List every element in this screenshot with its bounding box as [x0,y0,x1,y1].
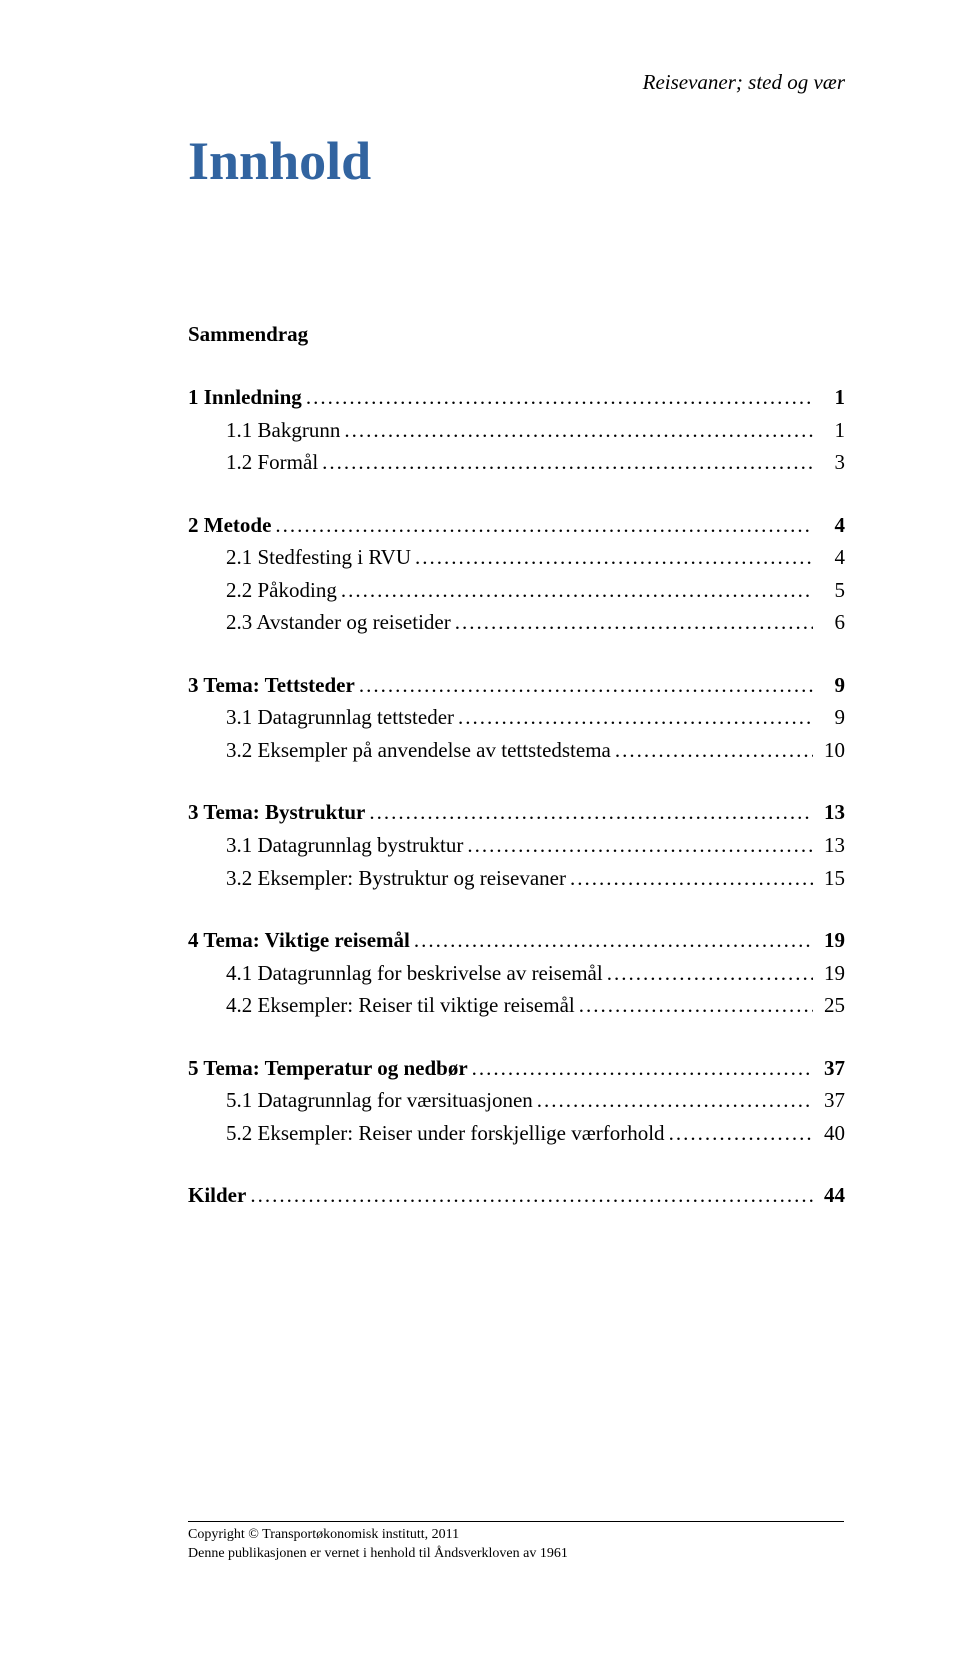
toc-entry-text: 1.1 Bakgrunn [226,414,340,447]
toc-leader-dots [359,669,813,702]
toc-entry-text: 2.2 Påkoding [226,574,337,607]
footer-line-1: Copyright © Transportøkonomisk institutt… [188,1526,844,1545]
toc-entry-page: 40 [817,1117,845,1150]
toc-entry: 5.1 Datagrunnlag for værsituasjonen 37 [188,1084,845,1117]
toc-leader-dots [414,924,813,957]
toc-leader-dots [322,446,813,479]
toc-entry-text: 5.2 Eksempler: Reiser under forskjellige… [226,1117,665,1150]
toc-group-gap [188,894,845,924]
toc-group-gap [188,1022,845,1052]
running-header: Reisevaner; sted og vær [643,70,845,95]
toc-entry-page: 13 [817,829,845,862]
toc-entry: 3.2 Eksempler på anvendelse av tettsteds… [188,734,845,767]
toc: Sammendrag 1 Innledning11.1 Bakgrunn11.2… [188,322,845,1212]
toc-leader-dots [615,734,813,767]
toc-entry-page: 4 [817,509,845,542]
toc-entry-text: 3 Tema: Bystruktur [188,796,365,829]
toc-leader-dots [344,414,813,447]
toc-entry-text: 4.1 Datagrunnlag for beskrivelse av reis… [226,957,603,990]
toc-leader-dots [250,1179,813,1212]
toc-entry-text: 3.2 Eksempler: Bystruktur og reisevaner [226,862,566,895]
toc-leader-dots [458,701,813,734]
toc-entry-text: 4 Tema: Viktige reisemål [188,924,410,957]
toc-section-label: Sammendrag [188,322,845,347]
toc-leader-dots [415,541,813,574]
toc-entry-text: 3.2 Eksempler på anvendelse av tettsteds… [226,734,611,767]
toc-entry-page: 9 [817,669,845,702]
toc-leader-dots [455,606,813,639]
toc-entry-text: 4.2 Eksempler: Reiser til viktige reisem… [226,989,575,1022]
toc-entry: 3.1 Datagrunnlag tettsteder 9 [188,701,845,734]
toc-entry-text: 5 Tema: Temperatur og nedbør [188,1052,468,1085]
toc-leader-dots [369,796,813,829]
toc-entry-text: 3.1 Datagrunnlag tettsteder [226,701,454,734]
toc-leader-dots [472,1052,813,1085]
toc-leader-dots [669,1117,813,1150]
toc-entry-page: 19 [817,957,845,990]
toc-entry: 1.1 Bakgrunn 1 [188,414,845,447]
toc-entry-text: 3 Tema: Tettsteder [188,669,355,702]
toc-entry: 4.1 Datagrunnlag for beskrivelse av reis… [188,957,845,990]
toc-entry: 2.3 Avstander og reisetider 6 [188,606,845,639]
toc-entry-page: 13 [817,796,845,829]
page-footer: Copyright © Transportøkonomisk institutt… [188,1521,844,1564]
toc-entry-page: 37 [817,1052,845,1085]
toc-entry: 5 Tema: Temperatur og nedbør 37 [188,1052,845,1085]
toc-group-gap [188,639,845,669]
toc-leader-dots [306,381,813,414]
toc-entry-text: Kilder [188,1179,246,1212]
page: Reisevaner; sted og vær Innhold Sammendr… [0,0,960,1659]
toc-entry: 3.1 Datagrunnlag bystruktur 13 [188,829,845,862]
toc-entry-text: 2 Metode [188,509,271,542]
toc-leader-dots [537,1084,813,1117]
toc-entry: 5.2 Eksempler: Reiser under forskjellige… [188,1117,845,1150]
toc-entry-text: 2.3 Avstander og reisetider [226,606,451,639]
toc-entry-text: 5.1 Datagrunnlag for værsituasjonen [226,1084,533,1117]
toc-entry-text: 1 Innledning [188,381,302,414]
toc-entry: 3.2 Eksempler: Bystruktur og reisevaner 1… [188,862,845,895]
toc-entry-page: 1 [817,381,845,414]
toc-entry-page: 5 [817,574,845,607]
page-title: Innhold [188,130,845,192]
toc-entry-text: 3.1 Datagrunnlag bystruktur [226,829,463,862]
toc-entry-page: 4 [817,541,845,574]
footer-line-2: Denne publikasjonen er vernet i henhold … [188,1545,844,1564]
toc-entry: 2 Metode 4 [188,509,845,542]
footer-rule [188,1521,844,1522]
toc-entry-page: 10 [817,734,845,767]
toc-entry-text: 2.1 Stedfesting i RVU [226,541,411,574]
toc-entry: 2.2 Påkoding 5 [188,574,845,607]
toc-entry: 1 Innledning 1 [188,381,845,414]
toc-entry: Kilder 44 [188,1179,845,1212]
toc-entry: 1.2 Formål 3 [188,446,845,479]
toc-entry-page: 15 [817,862,845,895]
toc-entry-page: 19 [817,924,845,957]
toc-entry: 4 Tema: Viktige reisemål 19 [188,924,845,957]
toc-entry: 4.2 Eksempler: Reiser til viktige reisem… [188,989,845,1022]
toc-entry-page: 37 [817,1084,845,1117]
toc-entry-page: 3 [817,446,845,479]
toc-leader-dots [341,574,813,607]
toc-leader-dots [579,989,813,1022]
toc-entry-page: 9 [817,701,845,734]
toc-entry: 2.1 Stedfesting i RVU 4 [188,541,845,574]
toc-container: 1 Innledning 1 1.1 Bakgrunn 1 1.2 Formål 3 2 M… [188,381,845,1212]
toc-leader-dots [467,829,813,862]
toc-entry: 3 Tema: Bystruktur 13 [188,796,845,829]
toc-group-gap [188,1149,845,1179]
toc-leader-dots [607,957,813,990]
toc-group-gap [188,766,845,796]
toc-entry-text: 1.2 Formål [226,446,318,479]
toc-leader-dots [570,862,813,895]
toc-entry-page: 1 [817,414,845,447]
toc-entry-page: 25 [817,989,845,1022]
toc-leader-dots [275,509,813,542]
toc-group-gap [188,479,845,509]
toc-entry-page: 6 [817,606,845,639]
toc-entry-page: 44 [817,1179,845,1212]
toc-entry: 3 Tema: Tettsteder 9 [188,669,845,702]
